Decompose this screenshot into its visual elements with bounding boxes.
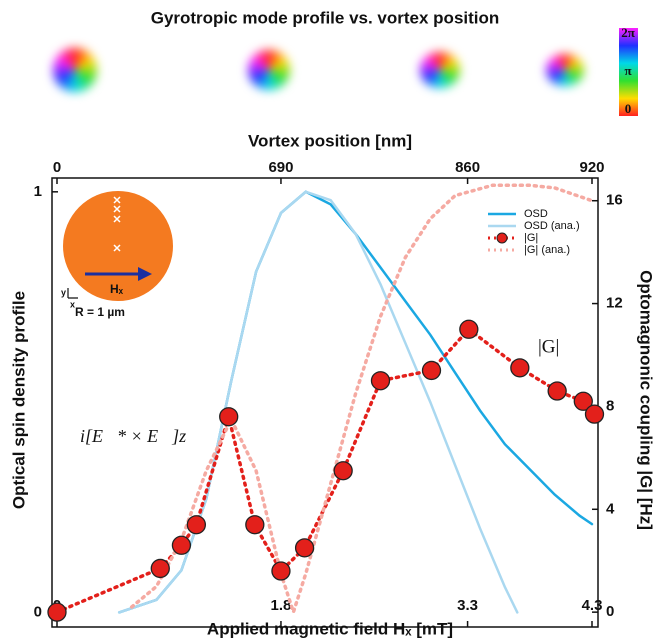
series-marker (584, 404, 605, 424)
mode-image (420, 52, 460, 88)
series-marker (186, 515, 206, 535)
mode-image (53, 48, 97, 92)
mode-image (248, 50, 290, 90)
legend-label: |G| (524, 232, 538, 244)
series-marker (245, 515, 265, 535)
chart-title: Gyrotropic mode profile vs. vortex posit… (151, 8, 500, 27)
y2-tick-label: 12 (606, 295, 623, 312)
series-marker (370, 371, 391, 391)
plot-frame (51, 177, 599, 628)
x2-tick-label: 0 (53, 159, 61, 176)
series-marker (459, 319, 479, 339)
series-marker (573, 391, 593, 411)
colorbar-label: 0 (625, 101, 632, 116)
annotation: |G| (538, 336, 559, 357)
y2-axis-title: Optomagnonic coupling |G| [Hz] (637, 270, 656, 530)
x-tick-label: 1.8 (271, 597, 292, 614)
x2-tick-label: 690 (268, 159, 293, 176)
y-tick-label: 1 (34, 183, 42, 200)
series-marker (171, 535, 192, 555)
y2-tick-label: 8 (606, 397, 614, 414)
x-tick-label: 4.3 (582, 597, 603, 614)
series-marker (271, 561, 291, 581)
mode-image (546, 54, 584, 86)
colorbar (619, 28, 638, 116)
vortex-positions (113, 196, 121, 252)
series-marker (150, 558, 170, 579)
y2-tick-label: 4 (606, 500, 615, 517)
x2-axis-title: Vortex position [nm] (248, 131, 412, 150)
y2-tick-label: 16 (606, 192, 623, 209)
colorbar-label: 2π (621, 25, 635, 40)
colorbar-label: π (624, 63, 631, 78)
axis-x-label: x (70, 299, 75, 309)
series-marker (333, 461, 353, 481)
legend-label: OSD (524, 208, 548, 220)
series-marker (547, 381, 567, 401)
field-label: Hₓ (110, 282, 124, 296)
series-marker (219, 407, 239, 427)
inset: Hₓ R = 1 µm y x (61, 191, 173, 319)
y-axis-title: Optical spin density profile (9, 291, 28, 509)
series-marker (47, 602, 67, 622)
legend-label: OSD (ana.) (524, 220, 580, 232)
series-line (55, 326, 597, 614)
arrow-head (138, 267, 152, 281)
axis-y-label: y (61, 287, 66, 297)
radius-label: R = 1 µm (75, 305, 125, 319)
y2-tick-label: 0 (606, 603, 614, 620)
series-marker (421, 360, 442, 381)
x2-tick-label: 860 (455, 159, 480, 176)
y-tick-label: 0 (34, 603, 42, 620)
legend-marker (496, 232, 508, 244)
series-marker (510, 358, 530, 378)
series-line (129, 183, 594, 618)
legend-label: |G| (ana.) (524, 244, 570, 256)
annotation: i[E⃗* × E⃗]z (80, 426, 186, 446)
series-marker (294, 538, 315, 558)
axes-glyph (67, 288, 78, 299)
x2-tick-label: 920 (579, 159, 604, 176)
x-axis-title: Applied magnetic field Hₓ [mT] (207, 619, 453, 638)
x-tick-label: 3.3 (457, 597, 478, 614)
